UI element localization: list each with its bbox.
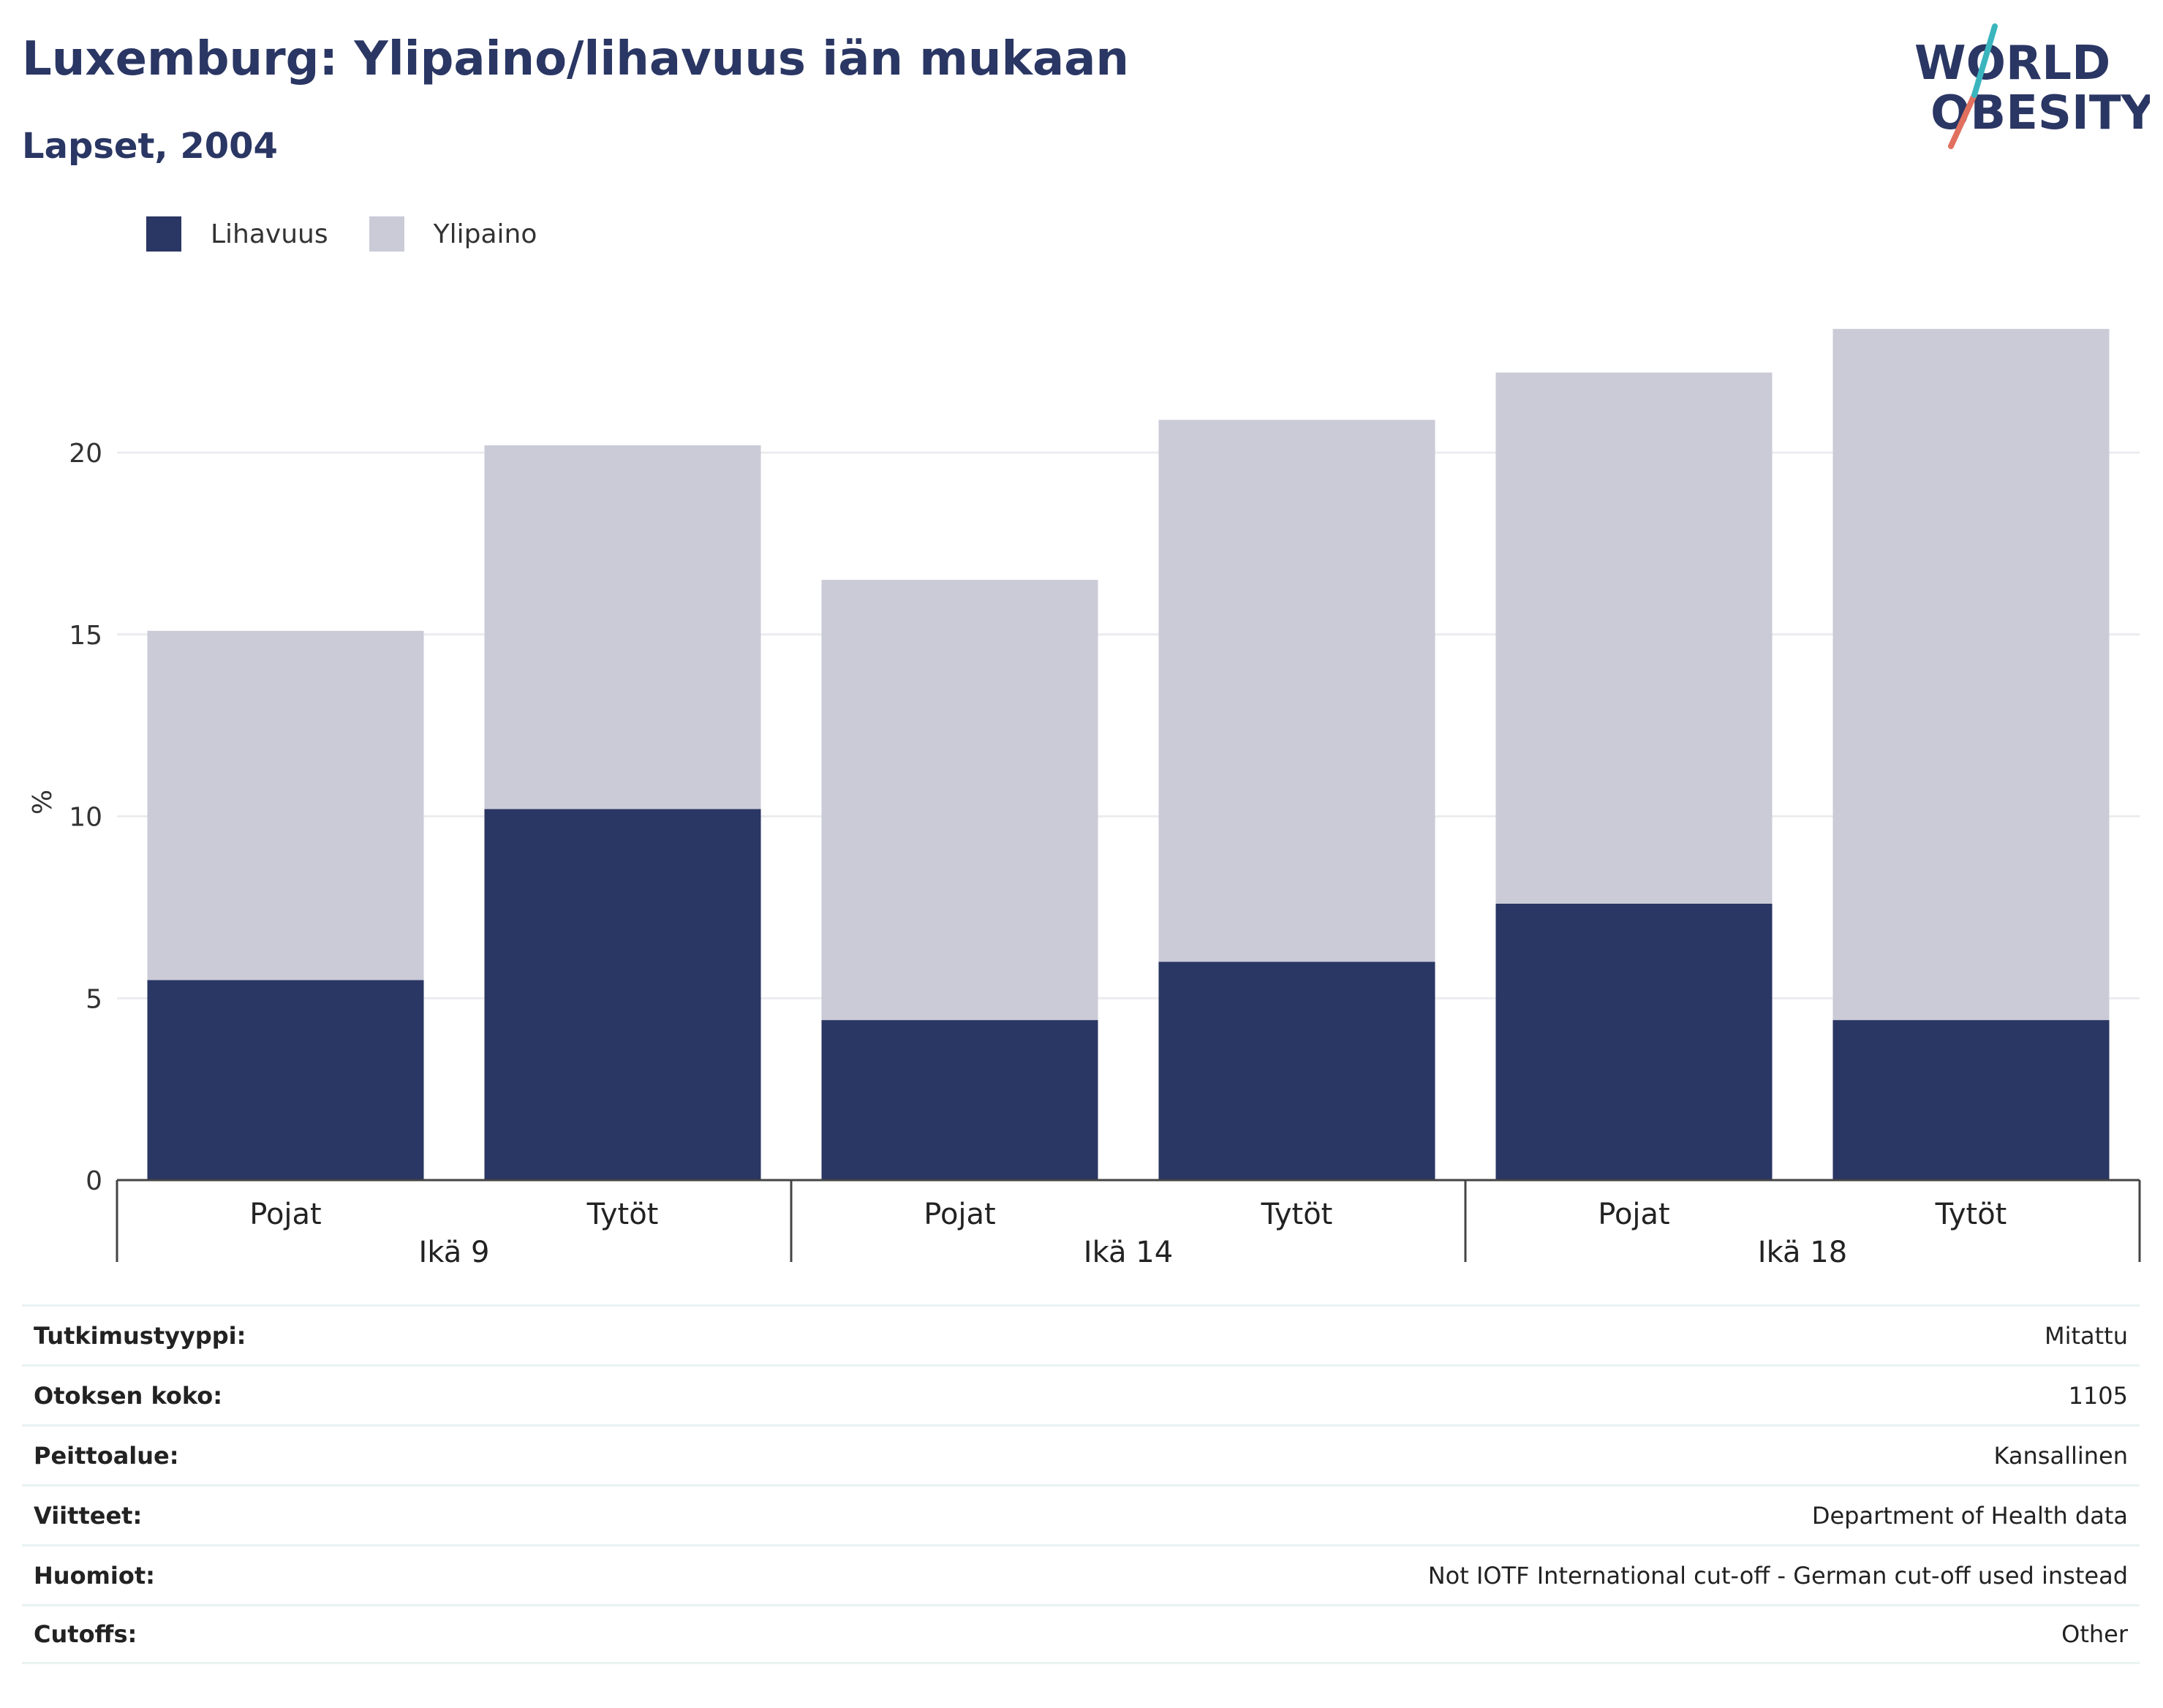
legend-swatch-ylipaino [369, 216, 404, 252]
y-tick-label: 20 [69, 439, 102, 469]
chart-title: Luxemburg: Ylipaino/lihavuus iän mukaan [22, 32, 1129, 86]
info-label: Cutoffs: [34, 1620, 137, 1648]
x-category-label: Tytöt [1935, 1198, 2007, 1231]
bar-lihavuus [147, 980, 424, 1180]
legend-item-lihavuus[interactable]: Lihavuus [146, 216, 328, 252]
info-row: Otoksen koko: 1105 [22, 1364, 2140, 1424]
x-group-label: Ikä 9 [419, 1236, 490, 1269]
x-group-label: Ikä 18 [1758, 1236, 1847, 1269]
info-value: Department of Health data [1811, 1501, 2128, 1530]
logo-line1: WORLD [1914, 37, 2110, 91]
x-category-label: Pojat [249, 1198, 321, 1231]
bar-lihavuus [484, 809, 761, 1180]
chart-legend: Lihavuus Ylipaino [146, 216, 578, 252]
legend-label-lihavuus: Lihavuus [211, 219, 328, 249]
y-axis-label: % [28, 790, 58, 815]
info-row: Peittoalue: Kansallinen [22, 1424, 2140, 1484]
bar-ylipaino [484, 445, 761, 809]
bar-lihavuus [1158, 961, 1435, 1180]
info-label: Viitteet: [34, 1501, 143, 1530]
info-value: Other [2061, 1620, 2128, 1648]
study-info-table: Tutkimustyyppi: Mitattu Otoksen koko: 11… [22, 1304, 2140, 1664]
info-label: Otoksen koko: [34, 1381, 223, 1410]
bar-ylipaino [1495, 372, 1773, 904]
info-row: Huomiot: Not IOTF International cut-off … [22, 1544, 2140, 1604]
info-value: Not IOTF International cut-off - German … [1427, 1561, 2128, 1590]
bar-chart: 0 5 10 15 20% Pojat Tytöt Pojat Tytöt Pojat Tytöt I… [28, 328, 2141, 1269]
info-row: Tutkimustyyppi: Mitattu [22, 1304, 2140, 1364]
x-group-label: Ikä 14 [1084, 1236, 1173, 1269]
info-value: Kansallinen [1993, 1441, 2128, 1470]
y-tick-label: 0 [86, 1166, 102, 1196]
info-row: Viitteet: Department of Health data [22, 1484, 2140, 1544]
y-tick-label: 10 [69, 803, 102, 833]
bar-ylipaino [147, 630, 424, 980]
y-tick-label: 15 [69, 621, 102, 651]
y-tick-label: 5 [86, 984, 102, 1014]
bar-lihavuus [1495, 903, 1773, 1180]
logo-slash-teal [1971, 23, 1998, 98]
legend-label-ylipaino: Ylipaino [433, 219, 537, 249]
x-category-label: Pojat [924, 1198, 995, 1231]
x-category-label: Tytöt [1261, 1198, 1333, 1231]
info-label: Tutkimustyyppi: [34, 1321, 246, 1350]
x-category-label: Tytöt [586, 1198, 659, 1231]
bar-lihavuus [821, 1020, 1098, 1180]
bar-ylipaino [821, 580, 1098, 1021]
legend-item-ylipaino[interactable]: Ylipaino [369, 216, 537, 252]
info-label: Peittoalue: [34, 1441, 179, 1470]
world-obesity-logo: WORLD OBESITY [1914, 23, 2150, 149]
x-category-label: Pojat [1598, 1198, 1669, 1231]
bar-lihavuus [1832, 1020, 2110, 1180]
chart-subtitle: Lapset, 2004 [22, 126, 278, 167]
bar-ylipaino [1158, 420, 1435, 962]
legend-swatch-lihavuus [146, 216, 181, 252]
logo-slash-red [1948, 92, 1977, 149]
info-value: 1105 [2068, 1381, 2128, 1410]
info-value: Mitattu [2044, 1321, 2128, 1350]
bar-ylipaino [1832, 328, 2110, 1021]
info-row: Cutoffs: Other [22, 1604, 2140, 1664]
info-label: Huomiot: [34, 1561, 155, 1590]
